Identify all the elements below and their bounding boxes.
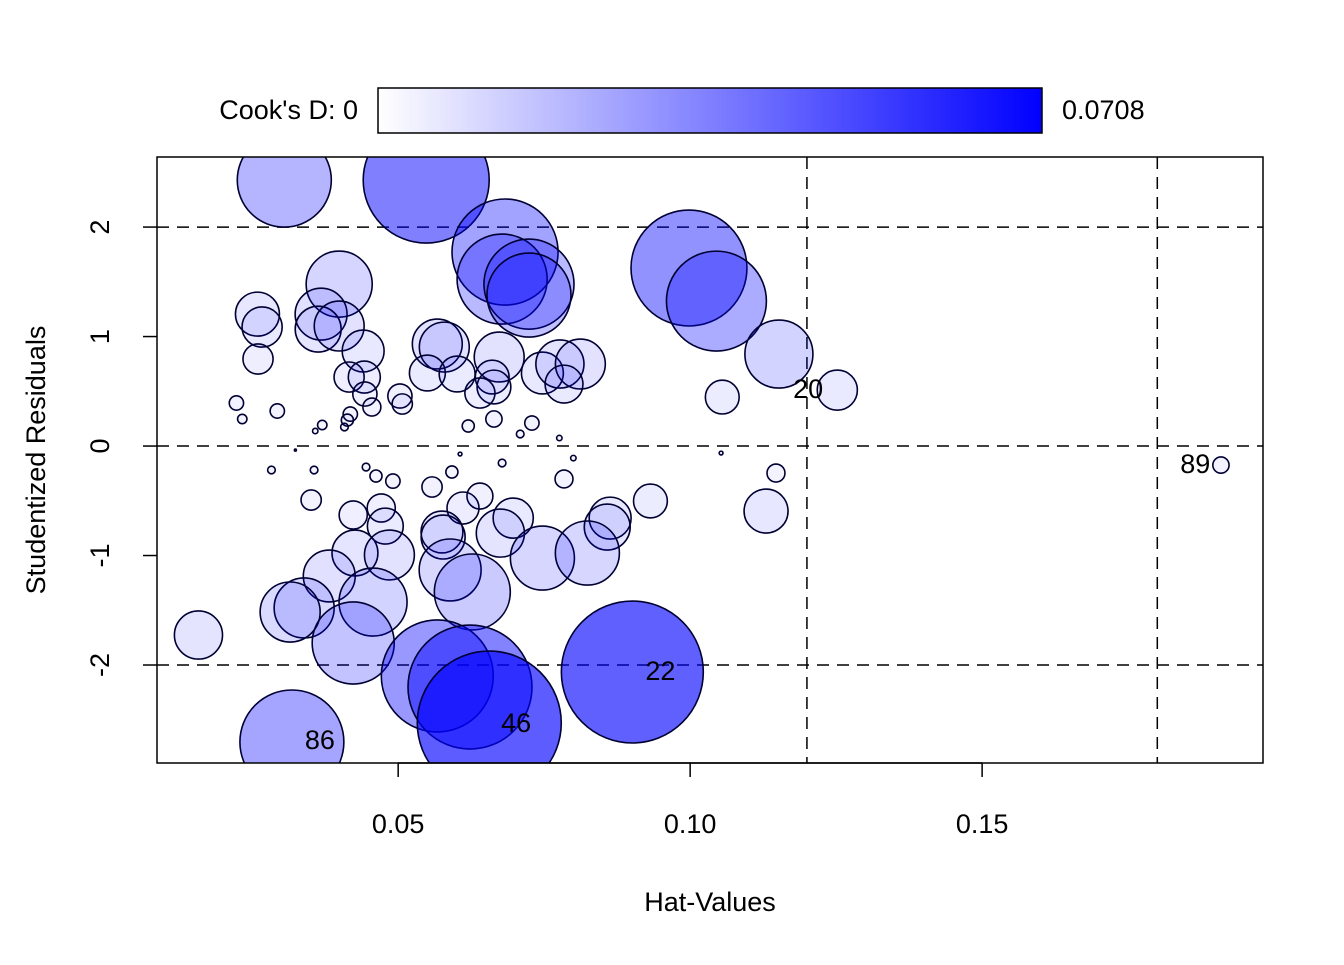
data-point xyxy=(313,300,365,352)
data-point xyxy=(744,319,814,389)
data-point xyxy=(228,395,245,411)
data-point xyxy=(363,529,416,581)
y-axis-title: Studentized Residuals xyxy=(21,326,51,595)
point-labels: 20 89 22 46 86 xyxy=(305,374,1210,755)
data-point xyxy=(544,364,584,404)
legend-max-label: 0.0708 xyxy=(1062,95,1145,125)
points-layer xyxy=(173,157,1230,763)
y-tick-label: 1 xyxy=(85,329,115,344)
data-point xyxy=(483,238,575,330)
data-point xyxy=(665,250,768,352)
data-point xyxy=(473,331,525,383)
data-point xyxy=(339,422,350,432)
data-point xyxy=(718,450,724,456)
data-point xyxy=(509,525,576,591)
data-point xyxy=(311,427,319,435)
data-point xyxy=(554,469,574,489)
data-point xyxy=(457,451,463,457)
data-point xyxy=(535,339,585,389)
data-point xyxy=(338,567,408,637)
data-point xyxy=(361,462,371,472)
data-point xyxy=(560,600,705,744)
data-point xyxy=(464,377,496,409)
data-point xyxy=(451,198,559,306)
data-point xyxy=(515,429,525,439)
data-point xyxy=(242,343,274,375)
data-point xyxy=(497,458,507,468)
point-label: 46 xyxy=(501,708,531,738)
data-point xyxy=(466,482,494,510)
data-point xyxy=(173,610,224,660)
y-axis: -2 -1 0 1 2 xyxy=(85,220,157,677)
data-point xyxy=(234,291,281,337)
data-point xyxy=(569,454,577,462)
data-point xyxy=(239,689,345,763)
data-point xyxy=(266,465,277,475)
data-point xyxy=(369,469,383,483)
data-point xyxy=(523,415,540,432)
data-point xyxy=(421,476,443,498)
data-point xyxy=(338,500,369,530)
x-tick-label: 0.15 xyxy=(956,809,1009,839)
data-point xyxy=(816,369,859,411)
y-tick-label: 2 xyxy=(85,220,115,235)
data-point xyxy=(362,397,382,417)
data-point xyxy=(461,419,476,433)
data-point xyxy=(316,419,328,431)
data-point xyxy=(300,489,323,511)
data-point xyxy=(293,448,298,452)
data-point xyxy=(269,403,286,419)
data-point xyxy=(416,650,563,763)
data-point xyxy=(309,465,319,475)
data-point xyxy=(420,514,466,560)
data-point xyxy=(305,250,374,318)
data-point xyxy=(485,410,503,428)
y-tick-label: -2 xyxy=(85,653,115,677)
legend-colorbar xyxy=(377,87,1043,134)
data-point xyxy=(311,601,396,685)
legend: Cook's D: 0 0.0708 xyxy=(219,87,1145,134)
point-label: 20 xyxy=(793,374,823,404)
data-point xyxy=(387,383,413,409)
data-point xyxy=(1212,456,1230,475)
x-axis: 0.05 0.10 0.15 xyxy=(372,762,1009,839)
reference-lines xyxy=(157,157,1263,763)
point-label: 22 xyxy=(645,656,675,686)
data-point xyxy=(236,157,333,228)
data-point xyxy=(445,465,459,479)
x-axis-title: Hat-Values xyxy=(644,887,776,917)
data-point xyxy=(366,507,405,545)
data-point xyxy=(554,338,607,390)
data-point xyxy=(486,252,572,338)
data-point xyxy=(418,321,471,373)
data-point xyxy=(632,483,669,519)
data-point xyxy=(555,434,563,442)
data-point xyxy=(630,209,748,327)
data-point xyxy=(391,393,414,415)
legend-min-label: Cook's D: 0 xyxy=(219,95,358,125)
data-point xyxy=(384,473,401,490)
y-tick-label: -1 xyxy=(85,544,115,568)
data-point xyxy=(520,351,565,395)
data-point xyxy=(743,488,789,534)
data-point xyxy=(554,520,621,586)
x-tick-label: 0.10 xyxy=(664,809,717,839)
data-point xyxy=(474,359,510,395)
data-point xyxy=(766,463,786,483)
data-point xyxy=(241,306,283,348)
data-point xyxy=(408,354,447,392)
data-point xyxy=(236,413,248,425)
data-point xyxy=(704,379,740,415)
y-tick-label: 0 xyxy=(85,439,115,454)
data-point xyxy=(351,381,378,407)
data-point xyxy=(259,581,321,643)
point-label: 89 xyxy=(1180,449,1210,479)
point-label: 86 xyxy=(305,725,335,755)
data-point xyxy=(456,233,548,325)
x-tick-label: 0.05 xyxy=(372,809,425,839)
data-point xyxy=(294,305,342,353)
data-point xyxy=(433,553,512,631)
data-point xyxy=(362,157,490,244)
